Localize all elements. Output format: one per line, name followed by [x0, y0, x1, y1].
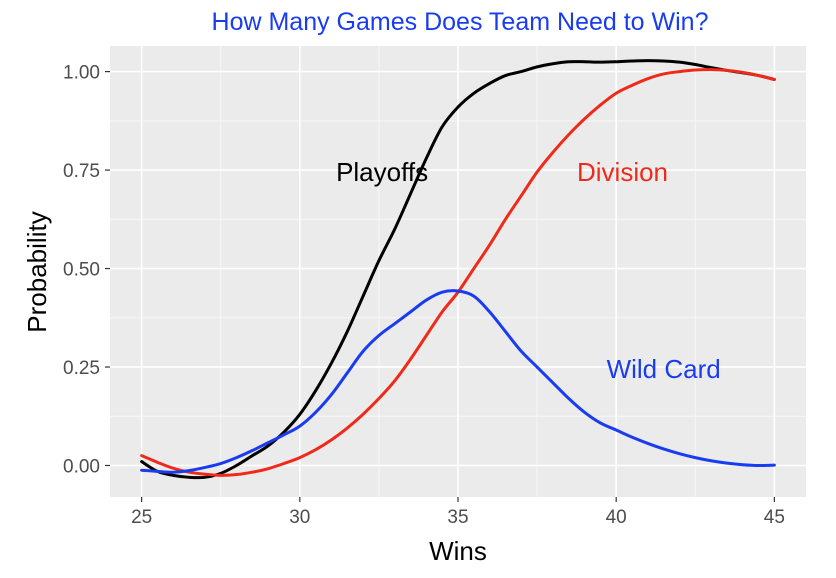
series-line-wild-card [140, 289, 776, 474]
y-tick-label: 0.25 [63, 358, 100, 379]
series-lines [140, 59, 776, 480]
grid-major [110, 46, 806, 497]
x-tick-label: 40 [606, 507, 627, 528]
y-axis: 0.00 0.25 0.50 0.75 1.00 [63, 63, 110, 477]
series-line-playoffs [140, 59, 776, 480]
y-tick-label: 1.00 [63, 63, 100, 84]
y-tick-label: 0.00 [63, 456, 100, 477]
x-tick-label: 45 [764, 507, 785, 528]
series-label-division: Division [577, 157, 668, 187]
x-axis: 25 30 35 40 45 [131, 497, 785, 528]
x-tick-label: 25 [131, 507, 152, 528]
chart-title: How Many Games Does Team Need to Win? [212, 8, 709, 36]
y-tick-label: 0.50 [63, 260, 100, 281]
y-tick-label: 0.75 [63, 161, 100, 182]
x-tick-label: 30 [289, 507, 310, 528]
y-axis-title: Probability [22, 211, 52, 332]
x-tick-label: 35 [447, 507, 468, 528]
series-labels: Playoffs Division Wild Card [336, 157, 721, 384]
series-label-wild-card: Wild Card [607, 354, 721, 384]
series-label-playoffs: Playoffs [336, 157, 428, 187]
x-axis-title: Wins [429, 536, 487, 566]
